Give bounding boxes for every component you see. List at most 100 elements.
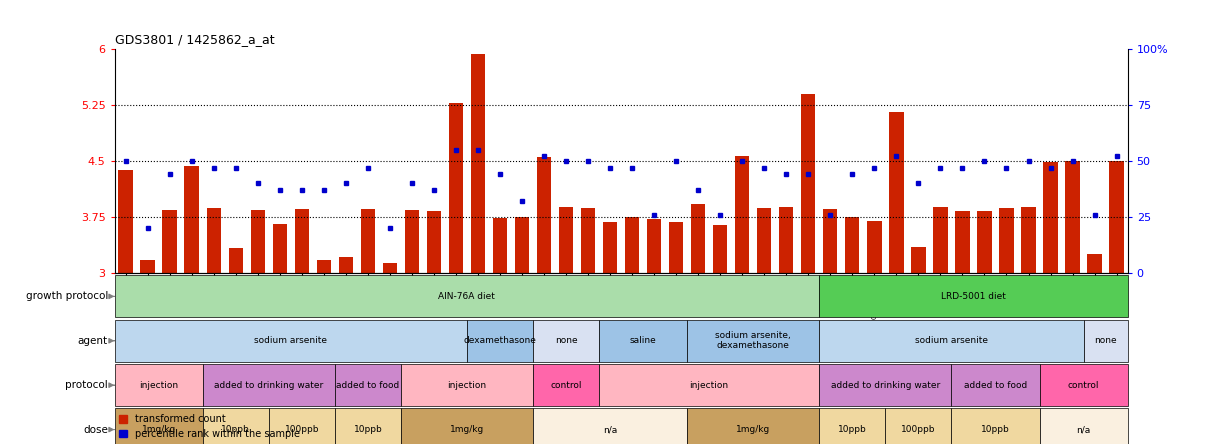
Bar: [1065, 161, 1079, 273]
Bar: [801, 94, 815, 273]
Bar: [294, 209, 309, 273]
Text: control: control: [1067, 381, 1100, 390]
Bar: [533, 408, 687, 444]
Bar: [533, 364, 599, 406]
Bar: [317, 260, 330, 273]
Bar: [115, 408, 203, 444]
Bar: [1088, 254, 1102, 273]
Bar: [646, 219, 661, 273]
Bar: [206, 208, 221, 273]
Bar: [779, 207, 794, 273]
Text: injection: injection: [139, 381, 178, 390]
Text: 10ppb: 10ppb: [222, 425, 250, 434]
Bar: [163, 210, 177, 273]
Text: growth protocol: growth protocol: [25, 291, 109, 301]
Bar: [933, 207, 948, 273]
Text: added to drinking water: added to drinking water: [831, 381, 939, 390]
Bar: [467, 320, 533, 362]
Bar: [625, 217, 639, 273]
Bar: [952, 408, 1040, 444]
Bar: [400, 364, 533, 406]
Legend: transformed count, percentile rank within the sample: transformed count, percentile rank withi…: [119, 414, 300, 439]
Bar: [736, 156, 749, 273]
Text: 10ppb: 10ppb: [838, 425, 867, 434]
Bar: [251, 210, 265, 273]
Bar: [885, 408, 952, 444]
Bar: [1021, 207, 1036, 273]
Bar: [713, 225, 727, 273]
Text: sodium arsenite: sodium arsenite: [254, 336, 327, 345]
Text: none: none: [555, 336, 578, 345]
Text: none: none: [1094, 336, 1117, 345]
Bar: [185, 166, 199, 273]
Text: 1mg/kg: 1mg/kg: [736, 425, 771, 434]
Bar: [449, 103, 463, 273]
Bar: [361, 209, 375, 273]
Text: added to drinking water: added to drinking water: [215, 381, 323, 390]
Bar: [427, 211, 441, 273]
Bar: [912, 247, 925, 273]
Bar: [115, 364, 203, 406]
Text: 1mg/kg: 1mg/kg: [141, 425, 176, 434]
Text: agent: agent: [78, 336, 109, 346]
Text: injection: injection: [690, 381, 728, 390]
Bar: [819, 320, 1083, 362]
Bar: [382, 263, 397, 273]
Bar: [335, 408, 400, 444]
Text: LRD-5001 diet: LRD-5001 diet: [941, 292, 1006, 301]
Bar: [819, 364, 952, 406]
Bar: [819, 275, 1128, 317]
Bar: [599, 364, 819, 406]
Bar: [687, 320, 819, 362]
Text: protocol: protocol: [65, 380, 109, 390]
Bar: [140, 260, 154, 273]
Bar: [669, 222, 684, 273]
Bar: [757, 208, 772, 273]
Bar: [687, 408, 819, 444]
Bar: [537, 157, 551, 273]
Text: added to food: added to food: [964, 381, 1028, 390]
Text: AIN-76A diet: AIN-76A diet: [439, 292, 496, 301]
Bar: [867, 221, 882, 273]
Text: saline: saline: [630, 336, 656, 345]
Bar: [1110, 161, 1124, 273]
Bar: [1000, 208, 1013, 273]
Bar: [533, 320, 599, 362]
Bar: [691, 203, 706, 273]
Text: n/a: n/a: [1077, 425, 1090, 434]
Bar: [581, 208, 596, 273]
Text: control: control: [550, 381, 581, 390]
Bar: [203, 408, 269, 444]
Bar: [845, 217, 860, 273]
Text: sodium arsenite,
dexamethasone: sodium arsenite, dexamethasone: [715, 331, 791, 350]
Bar: [273, 225, 287, 273]
Bar: [115, 275, 819, 317]
Text: 100ppb: 100ppb: [901, 425, 936, 434]
Text: 10ppb: 10ppb: [353, 425, 382, 434]
Bar: [339, 258, 353, 273]
Bar: [1040, 408, 1128, 444]
Bar: [115, 320, 467, 362]
Bar: [269, 408, 335, 444]
Bar: [889, 111, 903, 273]
Text: n/a: n/a: [603, 425, 617, 434]
Text: sodium arsenite: sodium arsenite: [915, 336, 988, 345]
Text: injection: injection: [447, 381, 486, 390]
Bar: [118, 170, 133, 273]
Bar: [203, 364, 335, 406]
Bar: [335, 364, 400, 406]
Bar: [1083, 320, 1128, 362]
Bar: [955, 211, 970, 273]
Bar: [1043, 163, 1058, 273]
Bar: [977, 211, 991, 273]
Bar: [400, 408, 533, 444]
Bar: [1040, 364, 1128, 406]
Bar: [558, 207, 573, 273]
Bar: [603, 222, 617, 273]
Text: 1mg/kg: 1mg/kg: [450, 425, 484, 434]
Text: added to food: added to food: [336, 381, 399, 390]
Text: 10ppb: 10ppb: [982, 425, 1009, 434]
Text: GDS3801 / 1425862_a_at: GDS3801 / 1425862_a_at: [115, 33, 274, 46]
Bar: [819, 408, 885, 444]
Bar: [952, 364, 1040, 406]
